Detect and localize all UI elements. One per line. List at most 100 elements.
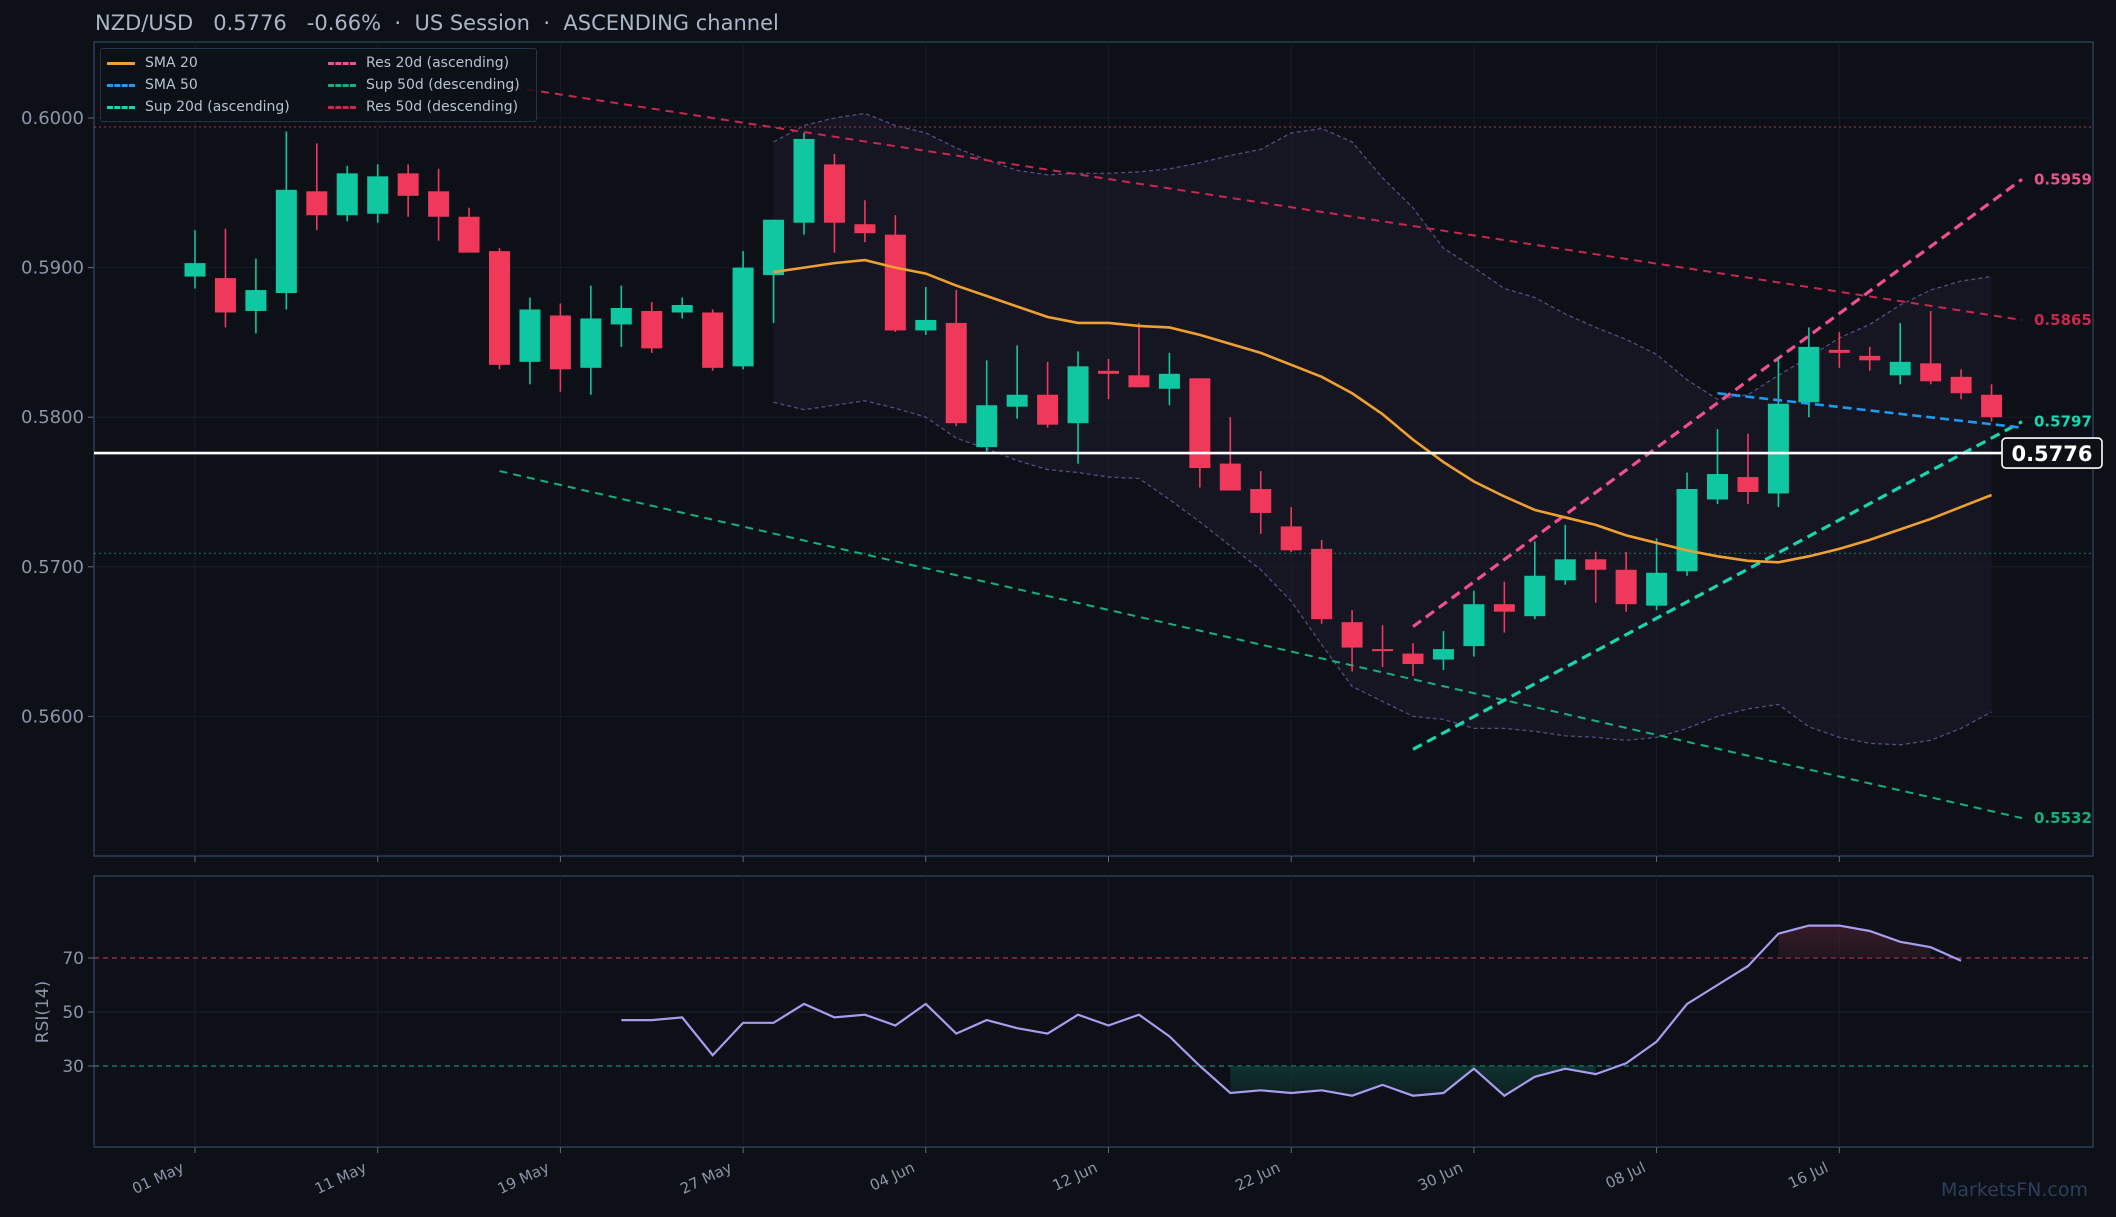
legend-item-sup50: Sup 50d (descending) xyxy=(328,75,520,95)
bollinger-band xyxy=(773,113,1992,745)
price-label: 0.5776 xyxy=(213,11,287,35)
x-tick-label: 19 May xyxy=(495,1158,552,1198)
candle-body xyxy=(1554,559,1576,581)
legend-swatch-sma20 xyxy=(107,61,135,65)
candle-body xyxy=(1585,559,1607,570)
candle-body xyxy=(1189,378,1211,469)
trend-line-label: 0.5532 xyxy=(2034,809,2092,827)
x-tick-label: 08 Jul xyxy=(1603,1158,1649,1192)
candle-body xyxy=(1432,649,1454,660)
x-tick-label: 16 Jul xyxy=(1785,1158,1831,1192)
x-tick-label: 27 May xyxy=(677,1158,734,1198)
candle-body xyxy=(1219,463,1241,491)
candle-body xyxy=(915,319,937,331)
candle-body xyxy=(214,278,236,313)
candle-body xyxy=(1889,361,1911,376)
legend-swatch-sup20 xyxy=(107,105,135,109)
legend-item-sma50: SMA 50 xyxy=(107,75,198,95)
candle-body xyxy=(1098,370,1119,374)
candle-body xyxy=(1615,569,1637,605)
candle-body xyxy=(945,322,967,424)
candle-body xyxy=(1981,394,2003,418)
candle-body xyxy=(1524,575,1546,617)
candle-body xyxy=(610,307,632,325)
current-price-value: 0.5776 xyxy=(2011,442,2092,466)
trend-line xyxy=(499,84,2023,321)
rsi-y-tick-label: 30 xyxy=(62,1057,84,1077)
candle-body xyxy=(1767,403,1789,494)
separator-1: · xyxy=(394,11,402,35)
candle-body xyxy=(1646,572,1668,606)
candle-body xyxy=(732,267,754,367)
candle-body xyxy=(1707,474,1728,500)
candle-body xyxy=(336,173,358,216)
candle-body xyxy=(1250,489,1272,513)
x-tick-label: 01 May xyxy=(129,1158,186,1198)
trend-line xyxy=(1412,420,2023,751)
legend-item-res50: Res 50d (descending) xyxy=(328,97,518,117)
candle-body xyxy=(1676,489,1698,572)
sma50-line xyxy=(1717,391,2023,429)
candle-body xyxy=(976,405,998,448)
x-tick-label: 11 May xyxy=(312,1158,369,1198)
legend-swatch-res50 xyxy=(328,105,356,109)
candle-body xyxy=(1463,604,1485,647)
candle-body xyxy=(1828,349,1850,353)
candle-body xyxy=(1372,649,1394,652)
rsi-y-tick-label: 70 xyxy=(62,949,84,969)
candle-body xyxy=(428,191,450,217)
rsi-oversold-fill xyxy=(1230,1066,1596,1096)
candle-body xyxy=(245,290,267,311)
candle-body xyxy=(397,173,419,196)
candle-body xyxy=(641,310,663,349)
x-tick-label: 12 Jun xyxy=(1050,1158,1100,1194)
rsi-y-tick-label: 50 xyxy=(62,1003,84,1023)
candle-body xyxy=(702,312,724,368)
candle-body xyxy=(519,309,541,362)
y-tick-label: 0.5900 xyxy=(21,258,84,279)
pattern-label: ASCENDING channel xyxy=(563,11,779,35)
candle-body xyxy=(1341,622,1363,648)
legend-swatch-res20 xyxy=(328,61,356,65)
candle-body xyxy=(1493,604,1515,612)
separator-2: · xyxy=(543,11,551,35)
candle-body xyxy=(763,219,785,276)
candle-body xyxy=(1950,376,1972,394)
candle-body xyxy=(580,318,602,368)
candle-body xyxy=(458,216,480,253)
trend-line-label: 0.5865 xyxy=(2034,311,2092,329)
legend-item-res20: Res 20d (ascending) xyxy=(328,53,509,73)
legend-label: Sup 20d (ascending) xyxy=(145,99,290,115)
candle-body xyxy=(793,138,815,223)
candle-body xyxy=(854,224,876,234)
candle-body xyxy=(1311,548,1333,620)
sma20-line xyxy=(773,258,1993,564)
y-tick-label: 0.5800 xyxy=(21,407,84,428)
trend-line xyxy=(1412,178,2023,628)
y-tick-label: 0.5600 xyxy=(21,706,84,727)
candle-body xyxy=(549,315,571,370)
watermark: MarketsFN.com xyxy=(1941,1179,2088,1201)
candle-body xyxy=(184,263,206,277)
candle-body xyxy=(1859,355,1881,361)
x-tick-label: 30 Jun xyxy=(1415,1158,1465,1194)
candle-body xyxy=(306,191,328,216)
legend-item-sup20: Sup 20d (ascending) xyxy=(107,97,290,117)
x-tick-label: 22 Jun xyxy=(1232,1158,1282,1194)
candle-body xyxy=(1737,477,1759,492)
y-tick-label: 0.6000 xyxy=(21,108,84,129)
rsi-panel: 01 May 11 May 19 May 27 May 04 Jun 12 Jun 22 J… xyxy=(33,875,2094,1198)
bollinger-lower xyxy=(773,400,1992,746)
candle-body xyxy=(1158,373,1180,389)
chart-header: NZD/USD 0.5776 -0.66% · US Session · ASC… xyxy=(95,11,779,35)
legend-label: Res 20d (ascending) xyxy=(366,55,510,71)
candle-body xyxy=(1128,375,1150,388)
candle-body xyxy=(1280,526,1302,551)
legend-label: Sup 50d (descending) xyxy=(366,77,520,93)
legend-swatch-sma50 xyxy=(107,83,135,87)
candle-body xyxy=(1402,653,1424,665)
legend-label: SMA 50 xyxy=(145,77,198,93)
pair-label: NZD/USD xyxy=(95,11,194,35)
candle-body xyxy=(275,189,297,294)
